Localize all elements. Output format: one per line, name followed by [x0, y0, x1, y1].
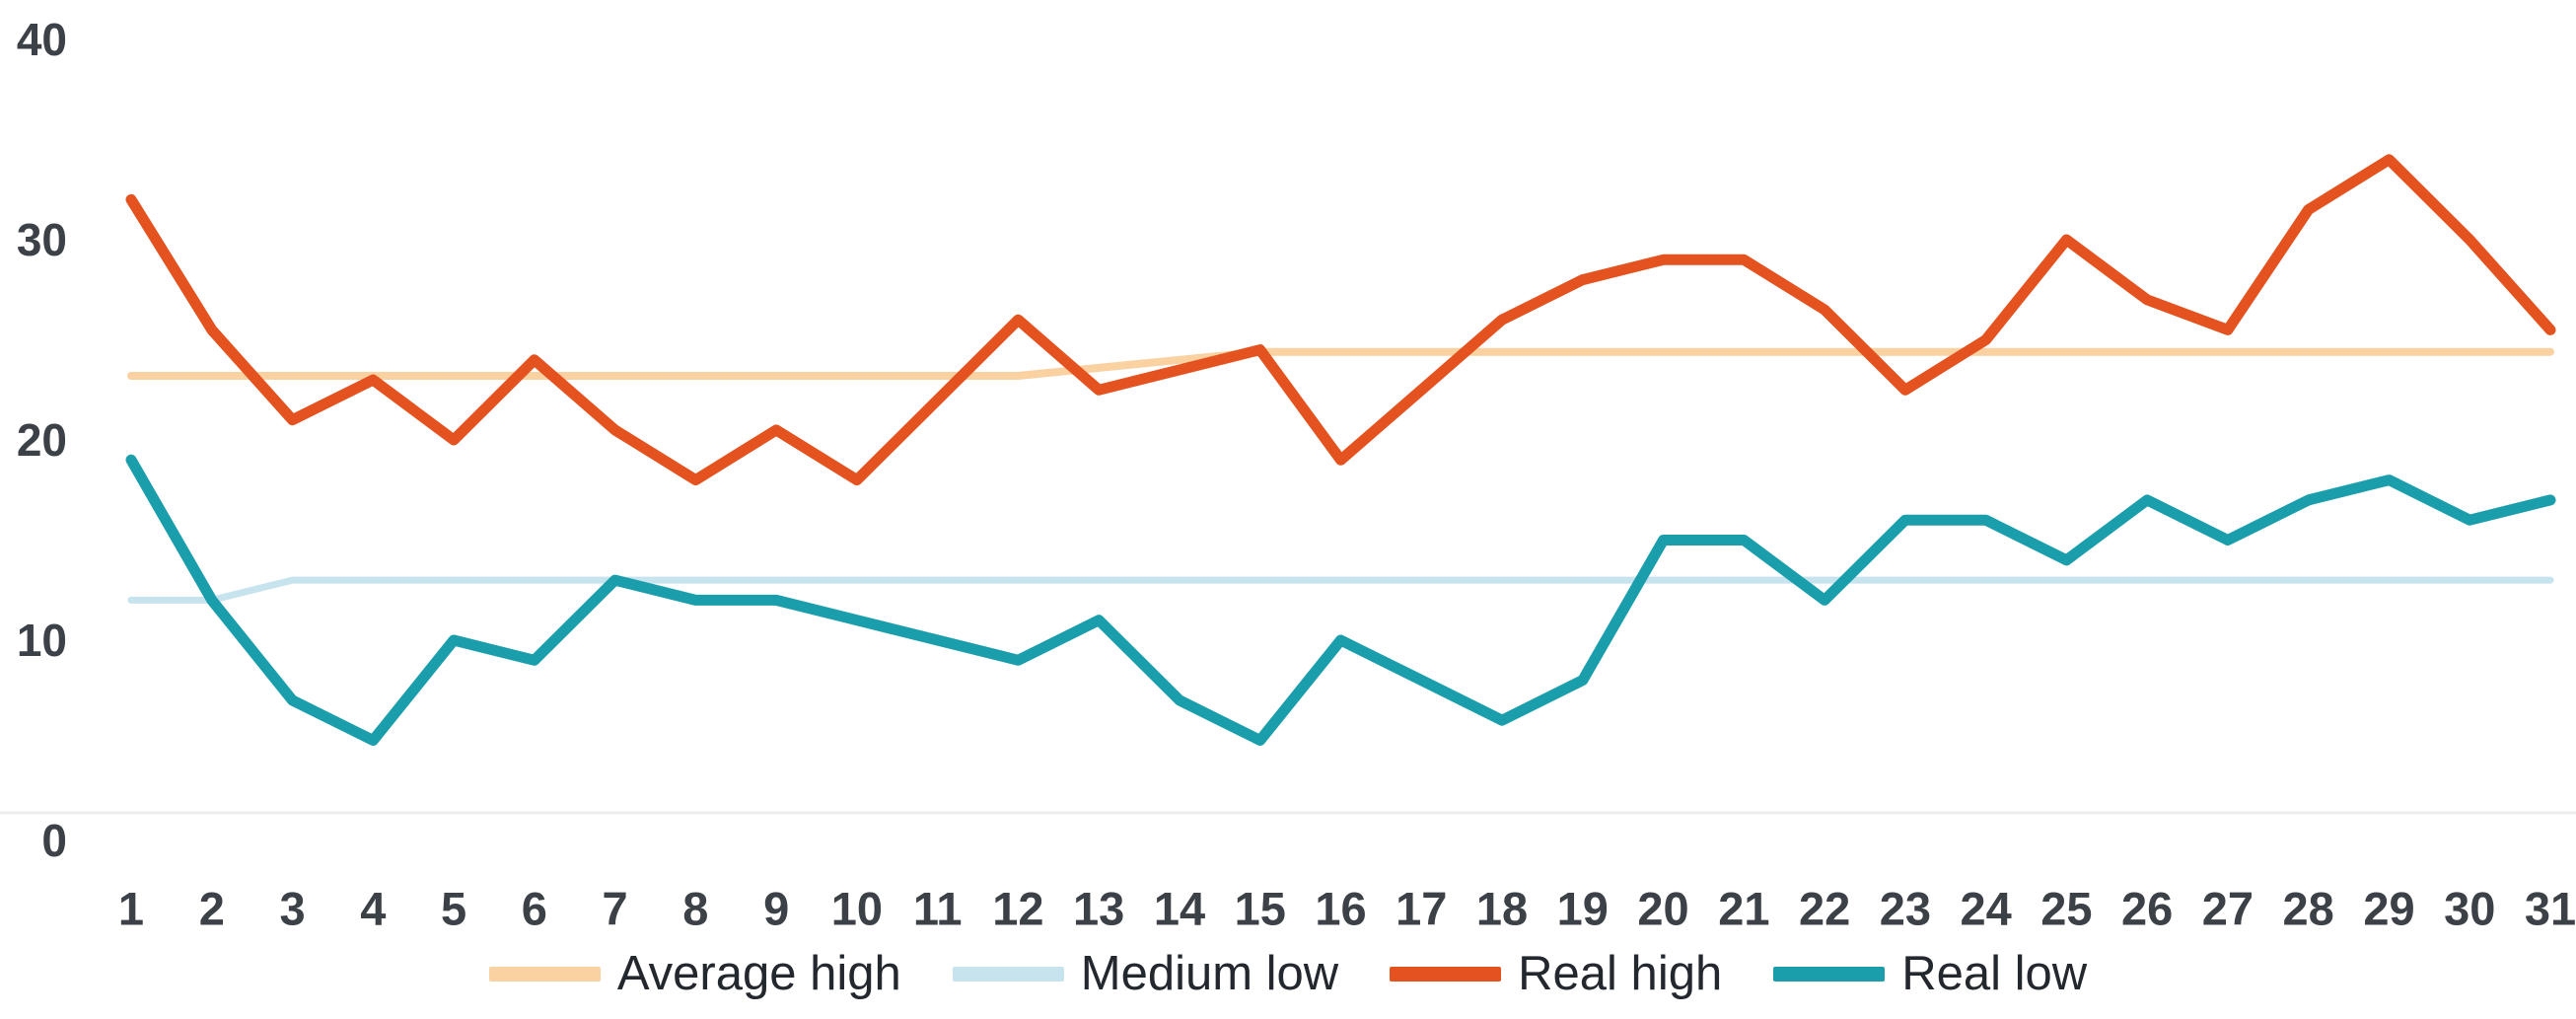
y-axis-tick-label-10: 10: [17, 615, 67, 666]
legend-label-average-high: Average high: [616, 947, 901, 1000]
y-axis-tick-label-20: 20: [17, 414, 67, 466]
legend-item-medium-low[interactable]: Medium low: [952, 947, 1339, 1000]
x-axis-tick-label-26: 26: [2121, 883, 2173, 935]
x-axis-tick-label-25: 25: [2040, 883, 2092, 935]
x-axis-tick-label-7: 7: [603, 883, 628, 935]
x-axis-tick-label-9: 9: [763, 883, 789, 935]
x-axis-tick-label-18: 18: [1476, 883, 1528, 935]
series-line-real-high: [125, 154, 2556, 486]
series-line-real-low: [125, 454, 2556, 746]
chart-legend: Average high Medium low Real high Real low: [0, 950, 2576, 998]
x-axis-tick-label-27: 27: [2202, 883, 2254, 935]
legend-swatch-average-high: [488, 967, 601, 982]
x-axis-tick-label-2: 2: [199, 883, 225, 935]
x-axis-tick-label-31: 31: [2525, 883, 2576, 935]
x-axis-tick-label-10: 10: [831, 883, 883, 935]
legend-label-real-low: Real low: [1901, 947, 2088, 1000]
legend-swatch-real-low: [1773, 967, 1886, 982]
x-axis-tick-label-13: 13: [1073, 883, 1124, 935]
x-axis-tick-label-19: 19: [1557, 883, 1609, 935]
x-axis-tick-label-24: 24: [1960, 883, 2011, 935]
x-axis-tick-label-21: 21: [1718, 883, 1769, 935]
x-axis-tick-label-14: 14: [1154, 883, 1205, 935]
x-axis-tick-label-28: 28: [2283, 883, 2334, 935]
legend-swatch-medium-low: [952, 967, 1064, 982]
x-axis-tick-label-22: 22: [1799, 883, 1850, 935]
x-axis-tick-label-11: 11: [913, 883, 963, 935]
x-axis-tick-label-3: 3: [279, 883, 305, 935]
legend-swatch-real-high: [1390, 967, 1502, 982]
legend-label-medium-low: Medium low: [1080, 947, 1339, 1000]
x-axis-tick-label-6: 6: [522, 883, 547, 935]
legend-label-real-high: Real high: [1518, 947, 1723, 1000]
y-axis-tick-label-40: 40: [17, 14, 67, 65]
x-axis-tick-label-29: 29: [2363, 883, 2414, 935]
y-axis-tick-label-30: 30: [17, 214, 67, 265]
legend-item-average-high[interactable]: Average high: [488, 947, 901, 1000]
x-axis-tick-label-12: 12: [992, 883, 1043, 935]
x-axis-tick-label-17: 17: [1395, 883, 1447, 935]
x-axis-tick-label-8: 8: [682, 883, 708, 935]
x-axis-tick-label-4: 4: [360, 883, 386, 935]
series-line-medium-low: [127, 576, 2554, 604]
x-axis-tick-label-15: 15: [1235, 883, 1286, 935]
x-axis-tick-label-5: 5: [441, 883, 466, 935]
x-axis-tick-label-30: 30: [2444, 883, 2495, 935]
x-axis-tick-label-1: 1: [118, 883, 144, 935]
x-axis-tick-label-16: 16: [1315, 883, 1366, 935]
y-axis-tick-label-0: 0: [41, 815, 67, 866]
legend-item-real-high[interactable]: Real high: [1390, 950, 1722, 998]
series-line-average-high: [127, 347, 2554, 380]
x-axis-tick-label-23: 23: [1880, 883, 1931, 935]
x-axis-tick-label-20: 20: [1637, 883, 1688, 935]
legend-item-real-low[interactable]: Real low: [1773, 950, 2087, 998]
